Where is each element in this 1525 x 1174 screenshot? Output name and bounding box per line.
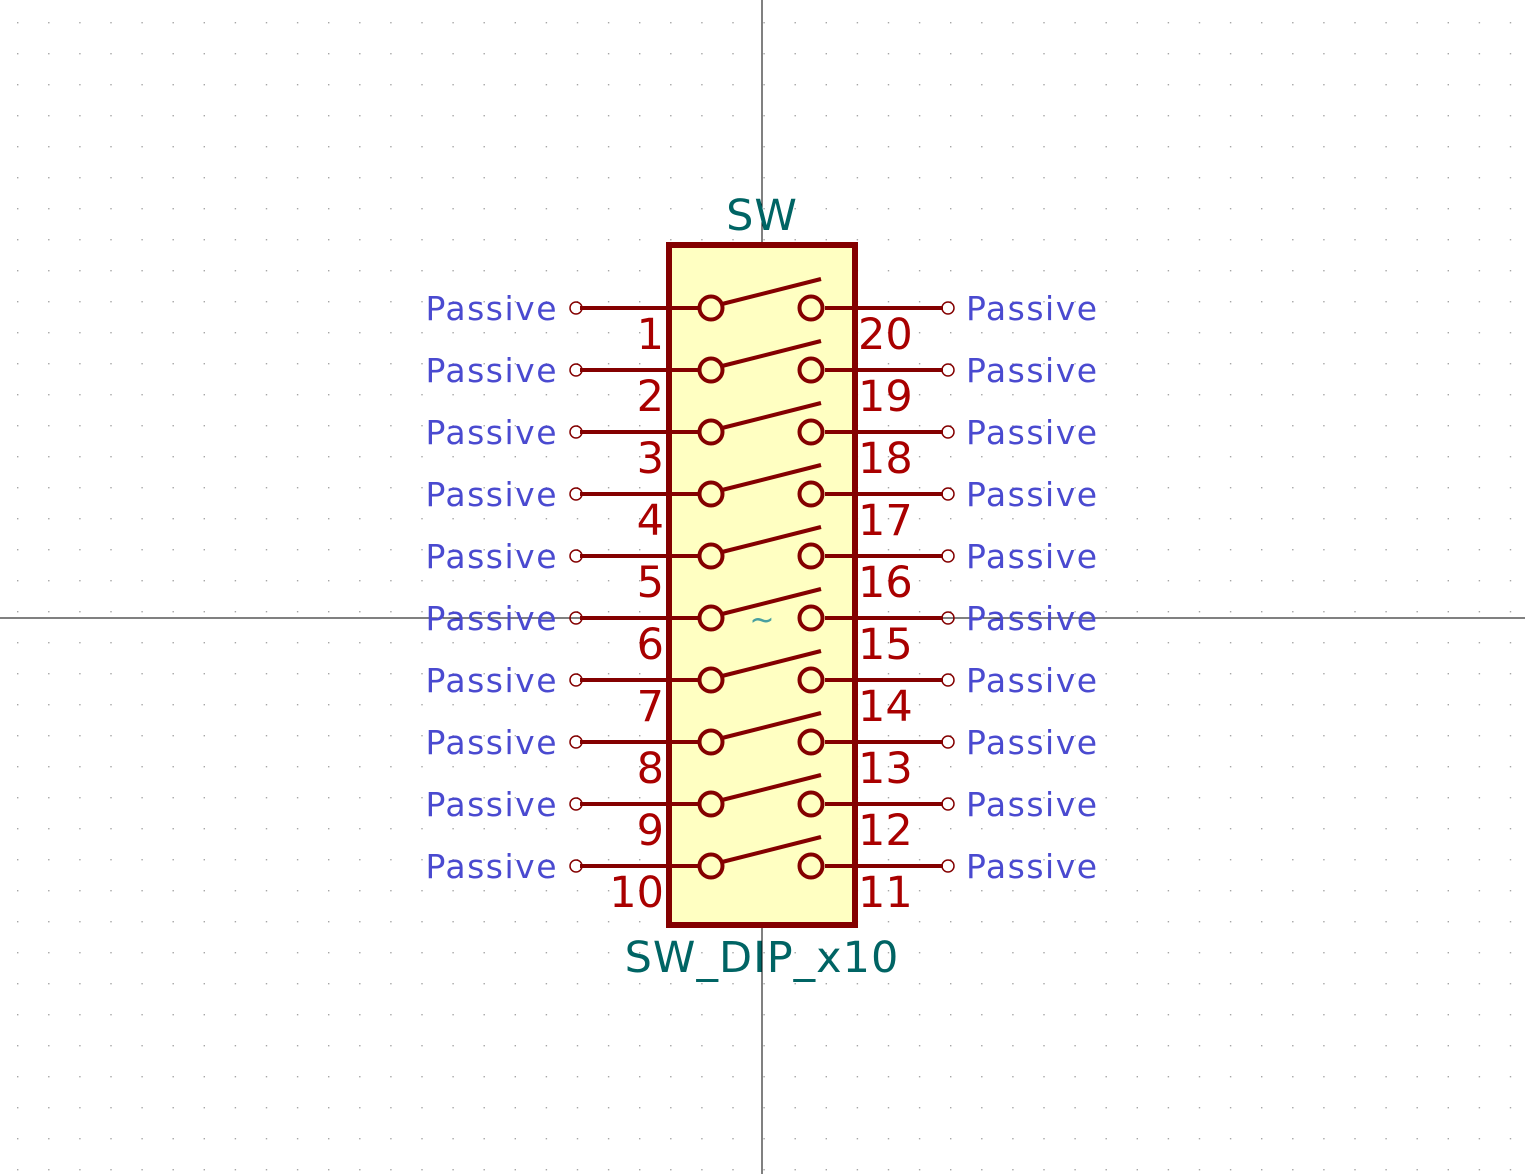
pin-end-marker[interactable] (569, 797, 583, 811)
switch-contact-right (797, 604, 825, 632)
pin-end-marker[interactable] (569, 673, 583, 687)
switch-contact-left (697, 728, 725, 756)
switch-contact-right (797, 356, 825, 384)
pin-end-marker[interactable] (941, 735, 955, 749)
pin-type-label: Passive (966, 785, 1099, 824)
pin-type-label: Passive (425, 785, 558, 824)
pin-type-label: Passive (425, 289, 558, 328)
pin-number-label: 10 (609, 868, 664, 918)
switch-contact-right (797, 418, 825, 446)
pin-number-label: 3 (637, 434, 664, 484)
switch-lever (721, 773, 822, 802)
switch-contact-right (797, 790, 825, 818)
pin-type-label: Passive (966, 351, 1099, 390)
switch-contact-right (797, 294, 825, 322)
center-marker: ~ (749, 603, 774, 638)
pin-end-marker[interactable] (941, 859, 955, 873)
switch-contact-right (797, 728, 825, 756)
pin-type-label: Passive (425, 599, 558, 638)
pin-end-marker[interactable] (941, 673, 955, 687)
pin-type-label: Passive (966, 537, 1099, 576)
switch-contact-right (797, 666, 825, 694)
pin-number-label: 16 (858, 558, 913, 608)
switch-lever (721, 711, 822, 740)
pin-number-label: 12 (858, 806, 913, 856)
switch-lever (721, 277, 822, 306)
pin-end-marker[interactable] (569, 735, 583, 749)
pin-end-marker[interactable] (569, 487, 583, 501)
pin-number-label: 13 (858, 744, 913, 794)
switch-lever (721, 339, 822, 368)
pin-number-label: 14 (858, 682, 913, 732)
pin-type-label: Passive (966, 413, 1099, 452)
pin-end-marker[interactable] (941, 363, 955, 377)
pin-end-marker[interactable] (941, 797, 955, 811)
switch-lever (721, 525, 822, 554)
pin-number-label: 2 (637, 372, 664, 422)
pin-number-label: 1 (637, 310, 664, 360)
switch-contact-left (697, 418, 725, 446)
pin-type-label: Passive (425, 847, 558, 886)
pin-end-marker[interactable] (569, 363, 583, 377)
pin-type-label: Passive (966, 661, 1099, 700)
pin-number-label: 17 (858, 496, 913, 546)
pin-end-marker[interactable] (941, 301, 955, 315)
pin-number-label: 5 (637, 558, 664, 608)
pin-number-label: 19 (858, 372, 913, 422)
switch-contact-right (797, 480, 825, 508)
pin-type-label: Passive (966, 599, 1099, 638)
pin-type-label: Passive (425, 413, 558, 452)
pin-end-marker[interactable] (569, 549, 583, 563)
reference-designator[interactable]: SW (726, 191, 798, 241)
pin-end-marker[interactable] (569, 611, 583, 625)
pin-group: Passive Passive 1 20 Passive Passive 2 19 Passiv… (425, 289, 1099, 918)
switch-lever (721, 463, 822, 492)
dip-switch-symbol[interactable]: Passive Passive 1 20 Passive Passive 2 19 Passiv… (425, 191, 1098, 983)
pin-end-marker[interactable] (941, 611, 955, 625)
pin-type-label: Passive (425, 351, 558, 390)
switch-contact-left (697, 542, 725, 570)
switch-contact-right (797, 852, 825, 880)
pin-type-label: Passive (425, 537, 558, 576)
switch-contact-left (697, 480, 725, 508)
pin-end-marker[interactable] (941, 549, 955, 563)
pin-number-label: 15 (858, 620, 913, 670)
switch-lever (721, 587, 822, 616)
pin-number-label: 6 (637, 620, 664, 670)
switch-lever (721, 401, 822, 430)
pin-type-label: Passive (966, 289, 1099, 328)
pin-number-label: 20 (858, 310, 913, 360)
switch-contact-left (697, 852, 725, 880)
switch-lever (721, 835, 822, 864)
switch-contact-left (697, 666, 725, 694)
pin-number-label: 18 (858, 434, 913, 484)
pin-end-marker[interactable] (941, 425, 955, 439)
pin-number-label: 11 (858, 868, 913, 918)
pin-end-marker[interactable] (569, 859, 583, 873)
pin-type-label: Passive (966, 847, 1099, 886)
pin-type-label: Passive (425, 661, 558, 700)
pin-type-label: Passive (425, 723, 558, 762)
switch-contact-left (697, 790, 725, 818)
switch-lever (721, 649, 822, 678)
symbol-body[interactable] (666, 242, 858, 928)
pin-number-label: 4 (637, 496, 664, 546)
pin-type-label: Passive (425, 475, 558, 514)
pin-end-marker[interactable] (569, 301, 583, 315)
pin-number-label: 9 (637, 806, 664, 856)
pin-number-label: 8 (637, 744, 664, 794)
switch-contact-left (697, 604, 725, 632)
pin-end-marker[interactable] (569, 425, 583, 439)
pin-type-label: Passive (966, 475, 1099, 514)
grid-dots (17, 22, 1512, 1171)
symbol-value[interactable]: SW_DIP_x10 (625, 933, 900, 983)
switch-group (697, 277, 825, 880)
pin-number-label: 7 (637, 682, 664, 732)
pin-type-label: Passive (966, 723, 1099, 762)
pin-end-marker[interactable] (941, 487, 955, 501)
switch-contact-left (697, 294, 725, 322)
switch-contact-left (697, 356, 725, 384)
switch-contact-right (797, 542, 825, 570)
